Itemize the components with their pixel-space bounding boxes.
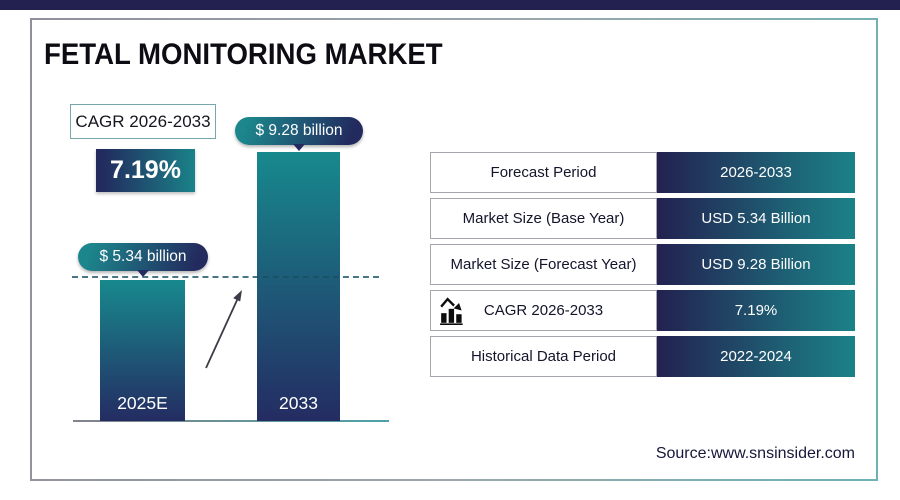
bar-label-2033: 2033 <box>279 393 318 413</box>
table-label-cell: Historical Data Period <box>430 336 657 377</box>
table-row: Market Size (Forecast Year) USD 9.28 Bil… <box>430 244 855 285</box>
table-label-cell: Forecast Period <box>430 152 657 193</box>
cagr-period-label-box: CAGR 2026-2033 <box>70 104 216 139</box>
value-pill-2025: $ 5.34 billion <box>78 243 208 277</box>
table-label-text: CAGR 2026-2033 <box>483 302 604 319</box>
dashed-reference-line <box>72 276 379 278</box>
value-pill-2033-label: $ 9.28 billion <box>255 122 343 139</box>
bar-chart-trend-icon <box>440 297 463 325</box>
source-text: Source:www.snsinsider.com <box>655 445 855 462</box>
table-row: Forecast Period 2026-2033 <box>430 152 855 193</box>
table-value-cell: 2026-2033 <box>657 152 855 193</box>
page-title: FETAL MONITORING MARKET <box>44 38 443 71</box>
table-row: Historical Data Period 2022-2024 <box>430 336 855 377</box>
table-label-cell: CAGR 2026-2033 <box>430 290 657 331</box>
bar-2033: 2033 <box>257 152 340 421</box>
table-row: Market Size (Base Year) USD 5.34 Billion <box>430 198 855 239</box>
table-row: CAGR 2026-2033 7.19% <box>430 290 855 331</box>
table-label-cell: Market Size (Base Year) <box>430 198 657 239</box>
table-label-cell: Market Size (Forecast Year) <box>430 244 657 285</box>
value-pill-2033: $ 9.28 billion <box>235 117 363 151</box>
table-value-cell: USD 9.28 Billion <box>657 244 855 285</box>
cagr-value-badge: 7.19% <box>96 149 195 192</box>
pill-pointer <box>137 270 149 277</box>
bar-2025e: 2025E <box>100 280 185 421</box>
pill-pointer <box>293 144 305 151</box>
top-accent-bar <box>0 0 900 10</box>
table-value-cell: USD 5.34 Billion <box>657 198 855 239</box>
value-pill-2025-label: $ 5.34 billion <box>99 248 187 265</box>
growth-arrow-icon <box>205 290 242 369</box>
table-value-cell: 2022-2024 <box>657 336 855 377</box>
chart-baseline <box>73 420 389 422</box>
table-value-cell: 7.19% <box>657 290 855 331</box>
bar-label-2025e: 2025E <box>117 393 168 413</box>
